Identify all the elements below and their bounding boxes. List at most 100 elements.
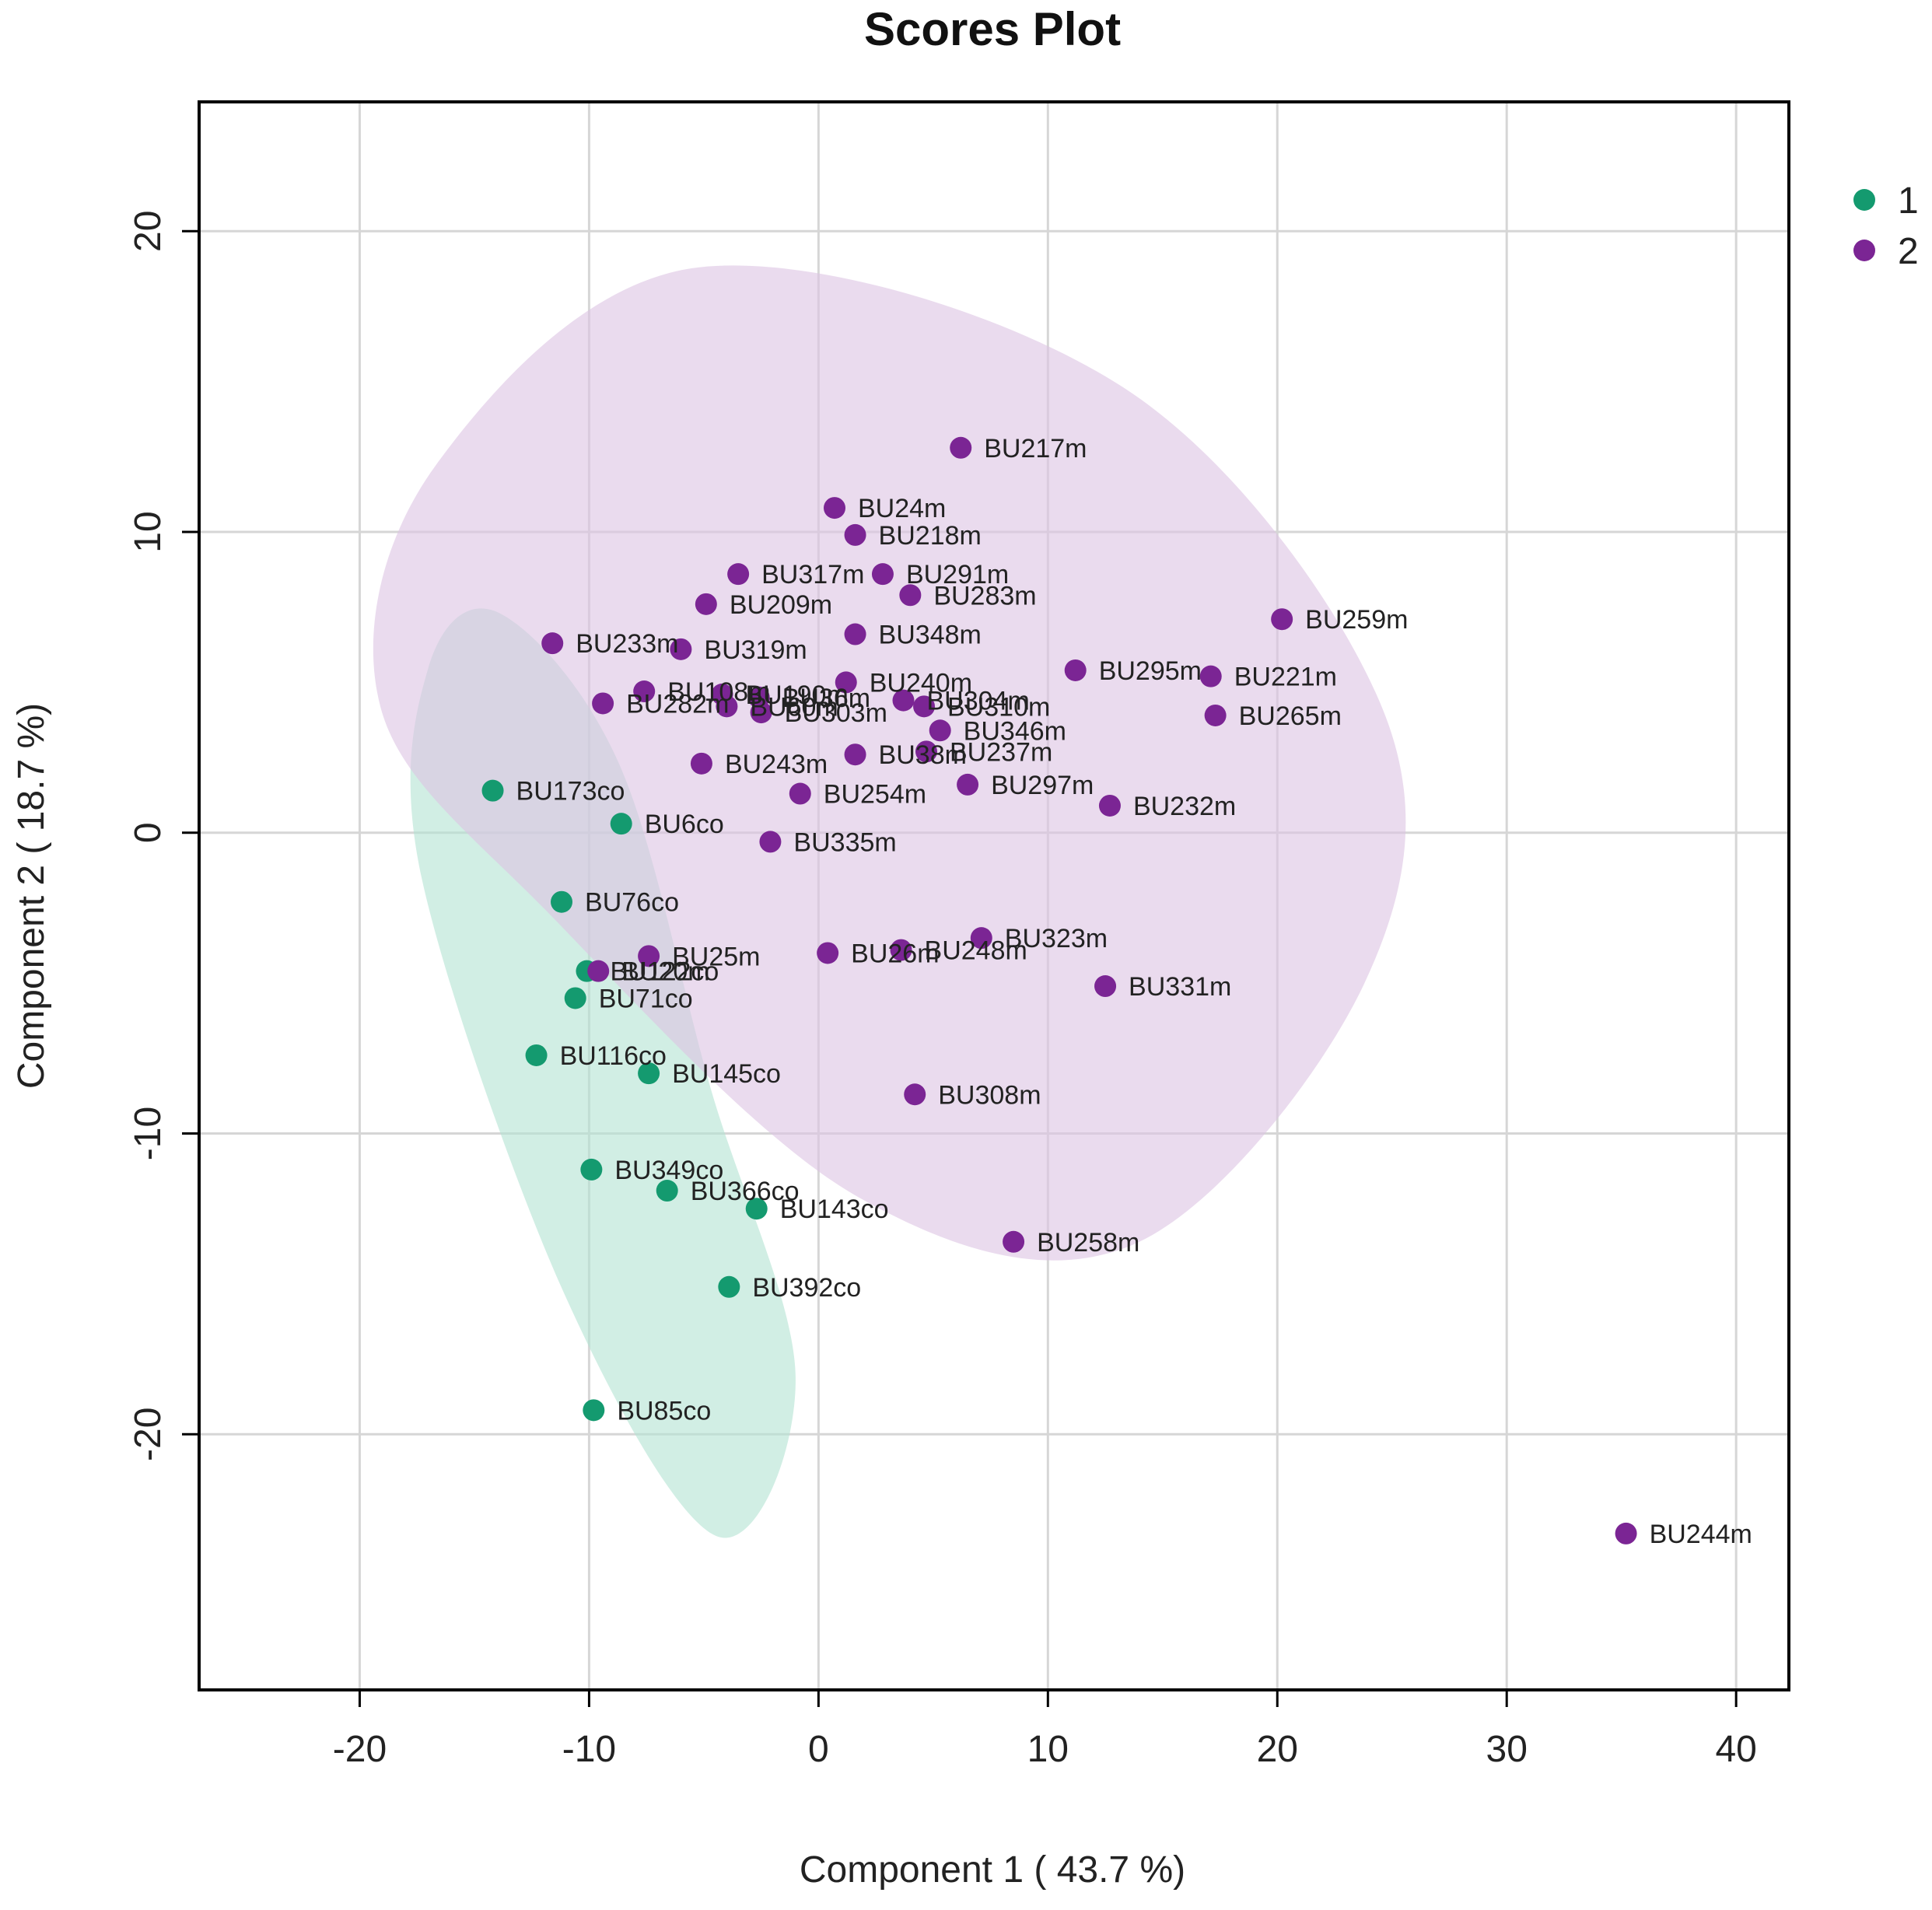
point-label-bu237m: BU237m	[950, 737, 1052, 767]
data-point-bu6co	[610, 813, 632, 835]
point-label-bu108m: BU108m	[667, 677, 770, 707]
data-point-bu24m	[824, 497, 846, 519]
point-label-bu323m: BU323m	[1005, 924, 1108, 953]
data-point-bu85co	[583, 1399, 605, 1422]
x-axis-label: Component 1 ( 43.7 %)	[800, 1849, 1185, 1891]
legend-label-group-1: 1	[1898, 180, 1919, 222]
point-label-bu6co: BU6co	[645, 810, 724, 839]
x-tick-label: 30	[1486, 1729, 1528, 1770]
data-point-bu60m	[716, 695, 738, 718]
data-point-bu308m	[904, 1083, 926, 1106]
y-tick-label: 10	[128, 511, 169, 552]
point-label-bu248m: BU248m	[925, 936, 1027, 966]
point-label-bu221m: BU221m	[1234, 663, 1337, 692]
axis-ticks: -20 -10 0 10 20 30 40 -20 -10 0 10 20	[128, 211, 1757, 1770]
data-point-bu232m	[1098, 794, 1121, 817]
legend: 1 2	[1853, 180, 1919, 272]
data-point-bu248m	[890, 939, 912, 961]
point-label-bu36m: BU36m	[782, 684, 870, 713]
point-label-bu283m: BU283m	[933, 581, 1036, 610]
data-point-bu254m	[789, 782, 811, 805]
data-point-bu317m	[727, 563, 750, 586]
data-point-bu218m	[844, 523, 866, 546]
point-label-bu254m: BU254m	[824, 780, 926, 810]
plot-frame	[198, 100, 1790, 1691]
point-label-bu319m: BU319m	[704, 635, 807, 665]
point-labels: BU173coBU6coBU76coBU122coBU71coBU116coBU…	[516, 434, 1752, 1549]
point-label-bu218m: BU218m	[879, 521, 982, 551]
point-label-bu60m: BU60m	[750, 692, 838, 722]
data-point-bu237m	[915, 740, 937, 763]
point-label-bu258m: BU258m	[1037, 1228, 1139, 1258]
y-tick-label: 20	[128, 211, 169, 252]
point-label-bu297m: BU297m	[991, 771, 1094, 800]
point-label-bu331m: BU331m	[1129, 972, 1231, 1002]
data-point-bu331m	[1094, 975, 1117, 998]
data-point-bu348m	[844, 623, 866, 645]
point-label-bu209m: BU209m	[730, 590, 832, 620]
data-point-bu25m	[638, 945, 660, 967]
data-point-bu295m	[1064, 659, 1087, 681]
point-label-bu71co: BU71co	[599, 984, 693, 1013]
point-label-bu282m: BU282m	[626, 689, 729, 719]
point-label-bu348m: BU348m	[879, 621, 982, 650]
point-label-bu243m: BU243m	[725, 750, 828, 779]
x-tick-label: 20	[1257, 1729, 1298, 1770]
point-label-bu145co: BU145co	[672, 1059, 781, 1089]
point-label-bu190m: BU190m	[745, 680, 848, 710]
point-label-bu295m: BU295m	[1099, 656, 1202, 686]
point-label-bu303m: BU303m	[785, 698, 887, 728]
point-label-bu308m: BU308m	[938, 1080, 1041, 1110]
point-label-bu304m: BU304m	[926, 687, 1029, 716]
point-label-bu116co: BU116co	[560, 1041, 667, 1071]
point-label-bu217m: BU217m	[984, 434, 1087, 464]
data-point-bu323m	[970, 927, 992, 950]
point-label-bu291m: BU291m	[906, 560, 1009, 589]
point-label-bu173co: BU173co	[516, 777, 625, 806]
data-point-bu243m	[690, 752, 712, 775]
point-label-bu244m: BU244m	[1650, 1520, 1752, 1549]
point-label-bu310m: BU310m	[947, 692, 1050, 722]
data-point-bu20m	[587, 960, 610, 982]
data-point-bu145co	[638, 1062, 660, 1085]
data-point-bu217m	[950, 436, 972, 459]
data-point-bu310m	[913, 695, 936, 718]
point-label-bu76co: BU76co	[585, 888, 679, 918]
data-point-bu259m	[1271, 608, 1293, 631]
y-tick-label: 0	[128, 822, 169, 843]
legend-label-group-2: 2	[1898, 231, 1919, 272]
data-point-bu291m	[871, 563, 894, 586]
data-point-bu173co	[481, 779, 504, 802]
data-points	[481, 436, 1637, 1544]
data-point-bu143co	[745, 1198, 768, 1220]
data-point-bu71co	[564, 987, 586, 1009]
confidence-ellipses	[373, 265, 1406, 1538]
legend-marker-group-2	[1853, 240, 1875, 261]
point-label-bu259m: BU259m	[1305, 605, 1408, 635]
data-point-bu346m	[929, 719, 951, 742]
data-point-bu116co	[525, 1044, 548, 1066]
point-label-bu25m: BU25m	[672, 942, 760, 971]
point-label-bu366co: BU366co	[691, 1177, 800, 1206]
y-axis-label: Component 2 ( 18.7 %)	[11, 703, 52, 1089]
y-tick-label: -10	[128, 1107, 169, 1160]
data-point-bu258m	[1003, 1230, 1025, 1253]
data-point-bu209m	[695, 593, 717, 615]
point-label-bu233m: BU233m	[576, 629, 678, 659]
data-point-bu392co	[718, 1275, 740, 1298]
data-point-bu297m	[957, 773, 979, 796]
data-point-bu76co	[551, 890, 573, 913]
x-tick-label: -10	[562, 1729, 616, 1770]
data-point-bu335m	[759, 831, 782, 853]
data-point-bu26m	[817, 942, 839, 964]
point-label-bu346m: BU346m	[964, 716, 1066, 746]
legend-marker-group-1	[1853, 189, 1875, 211]
data-point-bu303m	[750, 701, 772, 724]
point-label-bu317m: BU317m	[761, 560, 864, 589]
confidence-ellipse-group-2	[373, 265, 1406, 1261]
data-point-bu38m	[844, 743, 866, 766]
x-tick-label: 0	[808, 1729, 829, 1770]
point-label-bu20m: BU20m	[621, 957, 709, 987]
point-label-bu240m: BU240m	[870, 668, 972, 698]
